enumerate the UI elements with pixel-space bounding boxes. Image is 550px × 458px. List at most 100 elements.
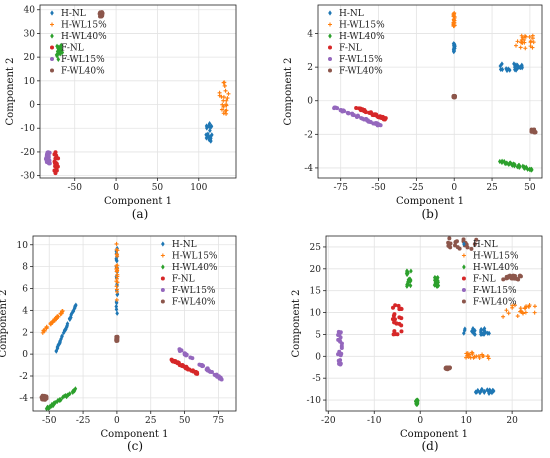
legend-marker <box>328 22 332 27</box>
data-point <box>513 43 518 48</box>
plot-frame <box>325 235 543 412</box>
x-tick-label: 10 <box>460 416 472 426</box>
panel-b: -75 -50 -25 0 25 50 -4 -2 0 2 4 Component 1 Componen… <box>283 4 543 221</box>
y-tick-label: 20 <box>24 53 36 63</box>
data-point <box>204 132 208 138</box>
data-point <box>405 268 409 274</box>
series-H-WL15% <box>451 10 536 51</box>
y-tick-label: 25 <box>310 243 322 253</box>
x-tick-label: -50 <box>42 416 57 426</box>
data-point <box>508 160 512 166</box>
data-point <box>518 64 523 71</box>
panel-a: -50 0 50 100 -30 -20 -10 0 10 20 30 40 Component 1 Co… <box>5 4 237 221</box>
data-point <box>55 345 60 352</box>
data-point <box>529 129 534 134</box>
y-axis-label: Component 2 <box>291 290 302 358</box>
data-point <box>114 306 119 312</box>
data-point <box>485 354 490 359</box>
data-point <box>510 305 515 310</box>
data-point <box>523 305 528 310</box>
data-point <box>363 110 368 115</box>
data-point <box>224 111 229 116</box>
legend-label: F-WL15% <box>339 55 383 65</box>
legend-label: H-NL <box>172 240 197 250</box>
y-tick-label: -5 <box>312 374 321 384</box>
y-tick-label: 4 <box>22 306 28 316</box>
data-point <box>523 46 528 51</box>
data-point <box>60 334 64 340</box>
data-point <box>462 327 467 334</box>
data-point <box>60 394 65 400</box>
data-point <box>220 102 225 107</box>
data-point <box>114 284 119 289</box>
data-point <box>63 327 68 333</box>
series-H-WL40% <box>44 386 78 412</box>
data-point <box>481 331 485 337</box>
data-point <box>482 326 487 332</box>
data-point <box>206 123 211 129</box>
data-point <box>512 64 517 70</box>
data-point <box>510 274 515 279</box>
legend-marker <box>160 276 165 281</box>
data-point <box>516 277 521 282</box>
data-point <box>396 303 401 308</box>
data-point <box>435 277 439 284</box>
data-point <box>399 329 404 334</box>
data-point <box>226 91 231 96</box>
series-H-WL40% <box>404 268 441 407</box>
legend-marker <box>160 288 165 292</box>
data-point <box>513 303 518 308</box>
data-point <box>338 335 343 340</box>
data-point <box>470 350 475 355</box>
data-point <box>47 161 52 166</box>
data-point <box>206 131 210 137</box>
legend-label: H-WL40% <box>61 32 107 42</box>
data-point <box>222 83 227 88</box>
panel-caption: (b) <box>421 207 438 221</box>
x-axis-label: Component 1 <box>400 429 468 440</box>
data-point <box>518 45 523 50</box>
legend-marker <box>160 299 165 304</box>
data-point <box>44 326 49 331</box>
data-point <box>505 67 509 74</box>
y-axis-label: Component 2 <box>5 58 16 126</box>
data-point <box>451 24 456 29</box>
y-tick-label: 20 <box>310 265 322 275</box>
data-point <box>532 304 537 309</box>
x-tick-label: -50 <box>371 183 386 193</box>
data-point <box>475 388 479 395</box>
data-point <box>395 332 400 337</box>
data-point <box>339 345 344 350</box>
legend-marker <box>461 253 466 258</box>
data-point <box>58 339 62 345</box>
data-point <box>58 43 63 50</box>
data-point <box>337 359 342 364</box>
legend-marker <box>50 10 54 16</box>
y-tick-label: 4 <box>307 30 313 40</box>
legend-marker <box>461 288 466 292</box>
data-point <box>474 237 479 242</box>
data-point <box>446 240 451 245</box>
legend-marker <box>50 22 54 27</box>
panel-d: -20 -10 0 10 20 -10 -5 0 5 10 15 20 25 Component 1 Com… <box>291 235 543 453</box>
data-point <box>346 111 351 116</box>
data-point <box>471 355 476 360</box>
data-point <box>479 326 483 333</box>
data-point <box>350 112 355 117</box>
y-tick-label: 10 <box>24 77 36 87</box>
y-axis-label: Component 2 <box>0 290 9 358</box>
data-point <box>490 390 494 396</box>
data-point <box>391 332 396 337</box>
data-point <box>183 365 188 370</box>
x-tick-label: -25 <box>76 416 91 426</box>
data-point <box>359 107 364 112</box>
series-H-NL <box>204 120 214 144</box>
legend-label: F-WL15% <box>172 286 216 296</box>
x-tick-label: 25 <box>145 416 157 426</box>
data-point <box>452 95 457 100</box>
data-point <box>515 39 520 44</box>
data-point <box>432 275 437 281</box>
data-point <box>461 237 466 242</box>
series-H-WL15% <box>464 303 537 361</box>
